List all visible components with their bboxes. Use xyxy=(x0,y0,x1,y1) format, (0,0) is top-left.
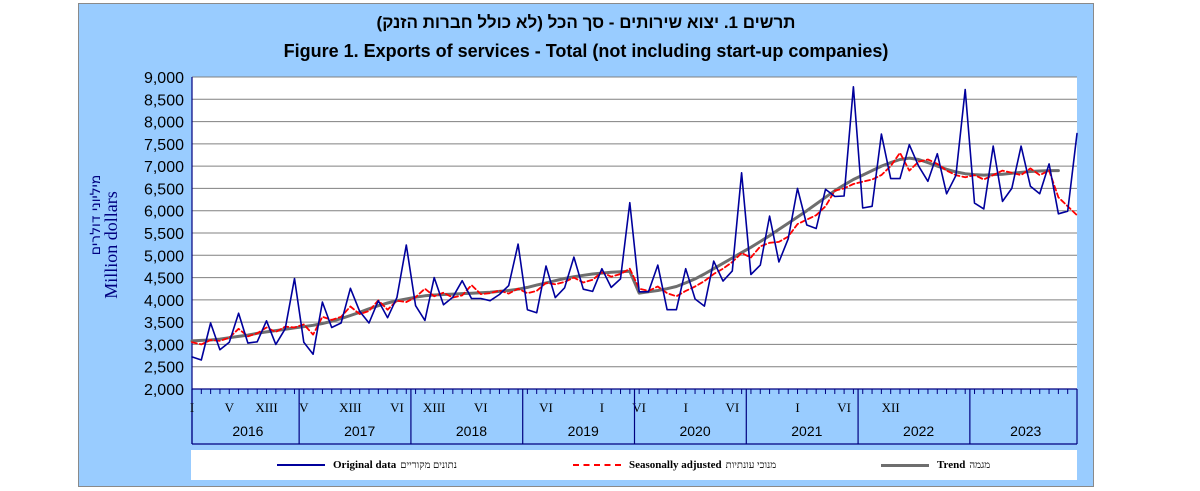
year-label: 2020 xyxy=(679,423,710,439)
y-tick-label: 6,000 xyxy=(144,204,184,221)
month-tick-label: I xyxy=(600,400,604,415)
legend-label-seasonal: Seasonally adjusted xyxy=(629,459,722,471)
month-tick-label: XIII xyxy=(255,400,277,415)
legend-item-trend: Trend מגמה xyxy=(881,450,990,480)
series-line-seasonal xyxy=(191,151,1078,346)
year-label: 2022 xyxy=(903,423,934,439)
month-tick-label: VI xyxy=(725,400,739,415)
legend-label-original-he: נתונים מקוריים xyxy=(400,459,458,471)
y-tick-label: 2,000 xyxy=(144,382,184,399)
year-label: 2018 xyxy=(456,423,487,439)
year-label: 2017 xyxy=(344,423,375,439)
month-tick-label: XIII xyxy=(339,400,361,415)
month-tick-label: V xyxy=(225,400,235,415)
month-tick-label: VI xyxy=(837,400,851,415)
month-tick-label: VI xyxy=(632,400,646,415)
month-tick-label: XII xyxy=(882,400,900,415)
legend-item-seasonal: Seasonally adjusted מנוכי עונתיות xyxy=(573,450,776,480)
y-tick-label: 4,500 xyxy=(144,271,184,288)
y-tick-label: 3,500 xyxy=(144,315,184,332)
legend-label-original: Original data xyxy=(333,459,397,471)
legend-label-seasonal-he: מנוכי עונתיות xyxy=(725,459,777,471)
y-axis-title-hebrew: מיליוני דולרים xyxy=(88,175,104,255)
y-tick-label: 7,000 xyxy=(144,159,184,176)
chart-title-hebrew: תרשים 1. יצוא שירותים - סך הכל (לא כולל … xyxy=(376,13,796,32)
line-chart: 2,000 2,500 3,000 3,500 4,000 4,500 5,000 5,500… xyxy=(88,70,1078,445)
y-axis-title: Million dollars xyxy=(101,191,121,299)
legend-item-original: Original data נתונים מקוריים xyxy=(277,450,457,480)
month-tick-label: VI xyxy=(474,400,488,415)
legend: Original data נתונים מקוריים Seasonally … xyxy=(191,450,1077,480)
y-tick-label: 9,000 xyxy=(144,70,184,87)
legend-label-trend: Trend xyxy=(937,459,966,471)
legend-swatch-original xyxy=(277,464,325,466)
year-label: 2016 xyxy=(232,423,263,439)
year-label: 2019 xyxy=(568,423,599,439)
chart-frame: תרשים 1. יצוא שירותים - סך הכל (לא כולל … xyxy=(78,3,1094,487)
series-line-original xyxy=(191,86,1078,361)
y-tick-label: 5,500 xyxy=(144,226,184,243)
y-tick-label: 6,500 xyxy=(144,181,184,198)
y-tick-label: 5,000 xyxy=(144,248,184,265)
chart-title: Figure 1. Exports of services - Total (n… xyxy=(283,41,889,61)
month-tick-label: I xyxy=(795,400,799,415)
y-tick-label: 8,500 xyxy=(144,92,184,109)
y-tick-label: 3,000 xyxy=(144,337,184,354)
y-tick-label: 4,000 xyxy=(144,293,184,310)
year-label: 2021 xyxy=(791,423,822,439)
month-tick-label: VI xyxy=(390,400,404,415)
legend-label-trend-he: מגמה xyxy=(969,459,991,471)
year-label: 2023 xyxy=(1010,423,1041,439)
legend-swatch-trend xyxy=(881,463,929,467)
month-tick-label: I xyxy=(684,400,688,415)
legend-swatch-seasonal xyxy=(573,464,621,466)
y-tick-label: 8,000 xyxy=(144,115,184,132)
month-tick-label: XIII xyxy=(423,400,445,415)
y-tick-label: 7,500 xyxy=(144,137,184,154)
month-tick-label: V xyxy=(299,400,309,415)
y-tick-label: 2,500 xyxy=(144,360,184,377)
month-tick-label: I xyxy=(190,400,194,415)
month-tick-label: VI xyxy=(539,400,553,415)
